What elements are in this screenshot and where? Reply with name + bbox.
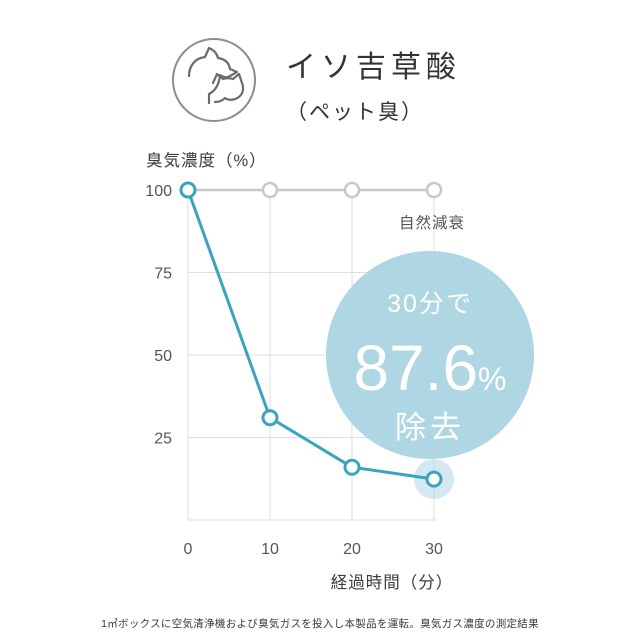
x-tick-label: 20 <box>343 541 361 558</box>
series-line <box>186 189 435 481</box>
x-axis-title: 経過時間（分） <box>331 573 454 592</box>
dog-cat-icon <box>172 38 256 122</box>
badge-value-unit: % <box>478 361 506 397</box>
icon-circle <box>172 38 256 122</box>
badge-action: 除去 <box>395 410 465 445</box>
title-block: イソ吉草酸 （ペット臭） <box>286 36 461 126</box>
data-point-marker <box>261 181 279 199</box>
y-tick-label: 50 <box>154 348 172 365</box>
substance-title: イソ吉草酸 <box>286 51 461 84</box>
dog-outline <box>187 46 239 105</box>
cat-outline <box>211 72 245 104</box>
header: イソ吉草酸 （ペット臭） <box>170 36 461 126</box>
x-tick-label: 30 <box>425 541 443 558</box>
x-tick-label: 10 <box>261 541 279 558</box>
y-tick-label: 75 <box>154 266 172 283</box>
badge-value-number: 87.6 <box>353 332 478 404</box>
data-point-marker <box>343 181 361 199</box>
substance-subtitle: （ペット臭） <box>286 101 424 124</box>
natural-decay-label: 自然減衰 <box>399 214 465 232</box>
series-natural-decay <box>179 181 443 199</box>
badge-value: 87.6% <box>353 332 506 404</box>
y-tick-label: 25 <box>154 431 172 448</box>
data-point-marker <box>261 409 279 427</box>
axis-tick-labels: 25 50 75 100 0 10 20 30 <box>145 183 443 558</box>
data-point-marker <box>425 470 443 488</box>
y-axis-title: 臭気濃度（%） <box>146 151 267 170</box>
data-point-marker <box>425 181 443 199</box>
footnote: 1㎥ボックスに空気清浄機および臭気ガスを投入し本製品を運転。臭気ガス濃度の測定結… <box>101 618 539 630</box>
badge-duration: 30分で <box>387 290 473 318</box>
data-point-marker <box>343 458 361 476</box>
badge-circle <box>326 251 534 459</box>
series-product <box>179 181 443 488</box>
y-tick-label: 100 <box>145 183 172 200</box>
highlight-badge: 30分で 87.6% 除去 <box>326 251 534 459</box>
x-tick-label: 0 <box>184 541 193 558</box>
line-chart: 臭気濃度（%） 25 50 75 100 0 10 20 30 自然減衰 30分で 87.6%… <box>145 151 534 592</box>
data-point-marker <box>179 181 197 199</box>
